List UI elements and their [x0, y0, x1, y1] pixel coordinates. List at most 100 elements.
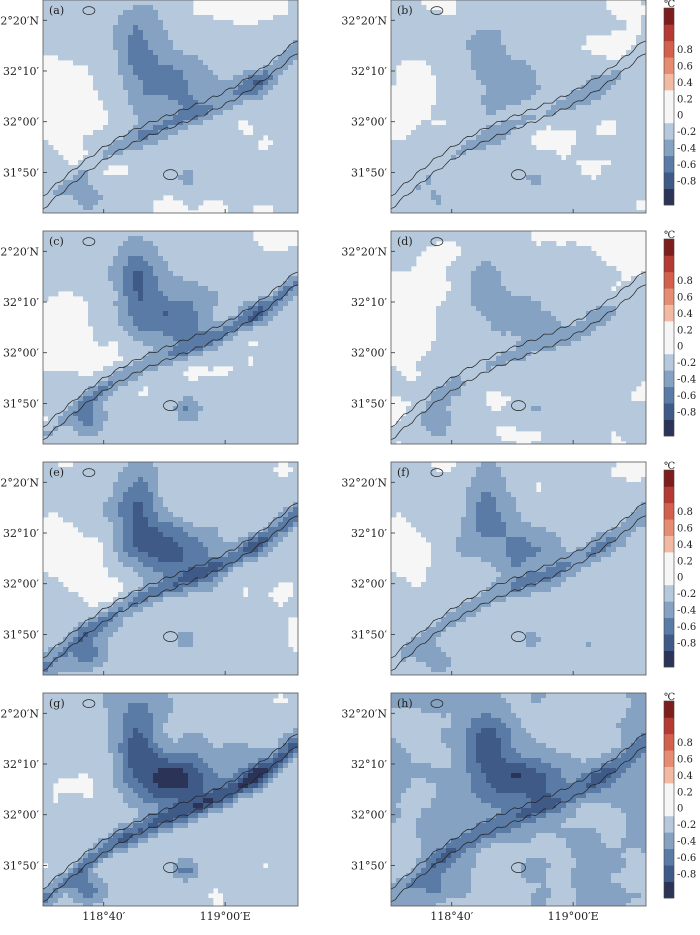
field-cell [268, 40, 274, 46]
field-cell [218, 341, 224, 347]
field-cell [278, 251, 284, 257]
field-cell [228, 205, 234, 211]
field-cell [233, 105, 239, 111]
field-cell [83, 20, 89, 26]
field-cell [586, 145, 592, 151]
field-cell [183, 180, 189, 186]
field-cell [391, 15, 397, 21]
field-cell [118, 180, 124, 186]
field-cell [526, 70, 532, 76]
field-cell [561, 170, 567, 176]
field-cell [128, 175, 134, 181]
field-cell [283, 195, 289, 201]
field-cell [536, 55, 542, 61]
field-cell [43, 286, 49, 292]
field-cell [123, 145, 129, 151]
field-cell [461, 45, 467, 51]
field-cell [496, 105, 502, 111]
colorbar-segment [664, 106, 674, 124]
field-cell [591, 105, 597, 111]
field-cell [128, 10, 134, 16]
field-cell [53, 5, 59, 11]
field-cell [208, 195, 214, 201]
field-cell [641, 50, 646, 56]
field-cell [273, 331, 279, 337]
field-cell [536, 60, 542, 66]
field-cell [426, 125, 432, 131]
field-cell [203, 20, 209, 26]
field-cell [158, 326, 164, 332]
field-cell [293, 130, 298, 136]
field-cell [411, 210, 417, 213]
field-cell [641, 185, 646, 191]
field-cell [436, 150, 442, 156]
field-cell [143, 296, 149, 302]
field-cell [496, 100, 502, 106]
field-cell [113, 321, 119, 327]
field-cell [128, 281, 134, 287]
field-cell [143, 125, 149, 131]
field-cell [283, 256, 289, 262]
field-cell [396, 45, 402, 51]
field-cell [88, 15, 94, 21]
field-cell [278, 316, 284, 322]
field-cell [108, 125, 114, 131]
field-cell [153, 105, 159, 111]
field-cell [471, 115, 477, 121]
field-cell [183, 236, 189, 242]
field-cell [223, 20, 229, 26]
field-cell [416, 5, 422, 11]
field-cell [103, 35, 109, 41]
field-cell [476, 5, 482, 11]
field-cell [596, 195, 602, 201]
field-cell [411, 180, 417, 186]
field-cell [446, 15, 452, 21]
field-cell [238, 301, 244, 307]
field-cell [436, 45, 442, 51]
field-cell [516, 150, 522, 156]
field-cell [391, 190, 397, 196]
field-cell [118, 0, 124, 6]
field-cell [258, 190, 264, 196]
field-cell [113, 60, 119, 66]
field-cell [193, 266, 199, 272]
field-cell [263, 190, 269, 196]
field-cell [228, 65, 234, 71]
field-cell [546, 25, 552, 31]
field-cell [268, 75, 274, 81]
field-cell [581, 155, 587, 161]
field-cell [118, 35, 124, 41]
field-cell [521, 0, 527, 6]
field-cell [148, 185, 154, 191]
field-cell [118, 85, 124, 91]
field-cell [193, 190, 199, 196]
field-cell [88, 251, 94, 257]
field-cell [561, 75, 567, 81]
field-cell [53, 175, 59, 181]
field-cell [163, 30, 169, 36]
field-cell [541, 20, 547, 26]
field-cell [411, 40, 417, 46]
field-cell [158, 120, 164, 126]
field-cell [223, 145, 229, 151]
field-cell [58, 50, 64, 56]
field-cell [491, 70, 497, 76]
field-cell [248, 70, 254, 76]
field-cell [531, 125, 537, 131]
field-cell [128, 50, 134, 56]
field-cell [118, 5, 124, 11]
field-cell [283, 200, 289, 206]
field-cell [501, 60, 507, 66]
field-cell [506, 15, 512, 21]
field-cell [143, 246, 149, 252]
field-cell [471, 0, 477, 6]
field-cell [531, 155, 537, 161]
field-cell [213, 256, 219, 262]
field-cell [486, 140, 492, 146]
field-cell [188, 115, 194, 121]
field-cell [173, 261, 179, 267]
field-cell [586, 10, 592, 16]
field-cell [601, 185, 607, 191]
field-cell [278, 90, 284, 96]
field-cell [188, 35, 194, 41]
